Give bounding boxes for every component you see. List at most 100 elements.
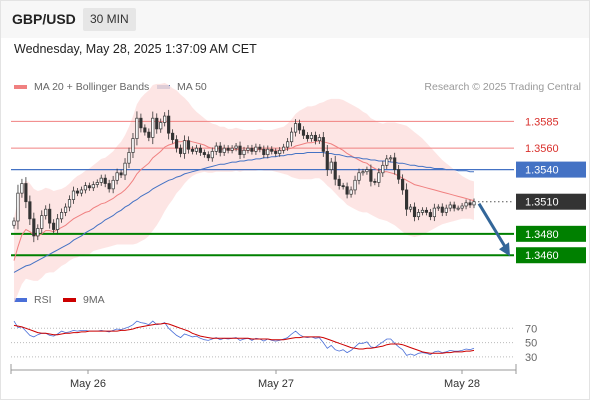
- candle-up: [456, 207, 460, 210]
- time-label-may-28: May 28: [444, 378, 480, 390]
- candle-down: [452, 204, 456, 209]
- candle-down: [274, 151, 278, 154]
- candle-down: [373, 181, 377, 183]
- candle-up: [99, 177, 103, 183]
- candle-down: [190, 148, 195, 152]
- level-box-1.3480: [516, 225, 586, 242]
- candle-up: [230, 147, 234, 151]
- legend-ma20: MA 20 + Bollinger Bands: [14, 81, 149, 93]
- current-price-label: 1.3510: [525, 197, 559, 209]
- candle-up: [464, 202, 468, 207]
- candle-up: [131, 138, 135, 153]
- candle-up: [12, 220, 16, 226]
- rsi-tick-30: 30: [525, 352, 537, 364]
- current-price-box: [516, 193, 586, 210]
- candle-up: [222, 147, 226, 153]
- candle-down: [218, 145, 222, 153]
- projection-arrow-head: [499, 242, 510, 257]
- candle-up: [472, 201, 476, 206]
- legend-rsi-ma-label: 9MA: [83, 294, 105, 306]
- time-axis: May 26 May 27 May 28: [10, 364, 517, 390]
- bollinger-band: [14, 82, 474, 304]
- level-label-1.3585: 1.3585: [525, 116, 559, 128]
- candle-down: [87, 185, 91, 189]
- candle-down: [198, 147, 202, 153]
- candle-down: [143, 127, 147, 133]
- candle-up: [40, 215, 44, 229]
- candle-down: [428, 212, 432, 218]
- candle-down: [305, 134, 310, 139]
- candle-up: [91, 184, 95, 189]
- candle-down: [155, 117, 159, 130]
- candle-up: [83, 185, 87, 191]
- candle-down: [313, 134, 317, 142]
- candle-down: [171, 132, 175, 140]
- candle-up: [16, 192, 20, 222]
- candle-up: [56, 218, 60, 230]
- candle-up: [290, 131, 294, 143]
- candle-up: [282, 146, 286, 151]
- credit: Research © 2025 Trading Central: [424, 81, 581, 93]
- candle-up: [389, 157, 393, 160]
- candle-up: [448, 204, 452, 209]
- candle-up: [194, 147, 198, 152]
- legend-rsi-ma: 9MA: [63, 294, 105, 306]
- timestamp: Wednesday, May 28, 2025 1:37:09 AM CET: [14, 42, 257, 56]
- candle-up: [111, 179, 115, 190]
- level-label-1.3460: 1.3460: [525, 250, 559, 262]
- candle-up: [159, 122, 163, 130]
- timeframe-button[interactable]: 30 MIN: [83, 8, 136, 31]
- candle-up: [44, 208, 48, 216]
- candle-up: [71, 190, 76, 200]
- rsi-ma-line: [13, 322, 475, 354]
- legend-ma20-label: MA 20 + Bollinger Bands: [34, 81, 150, 93]
- level-label-1.3540: 1.3540: [525, 165, 559, 177]
- candle-up: [286, 141, 290, 148]
- symbol-title: GBP/USD: [12, 11, 76, 27]
- candle-down: [238, 145, 242, 155]
- candle-up: [353, 179, 357, 191]
- candle-down: [301, 129, 306, 136]
- candle-up: [182, 140, 187, 154]
- candle-up: [163, 115, 167, 123]
- candle-up: [79, 189, 83, 194]
- candle-up: [234, 145, 238, 149]
- candle-down: [175, 139, 179, 149]
- candle-down: [48, 208, 52, 224]
- candle-up: [293, 123, 298, 133]
- level-box-1.3540: [516, 161, 586, 178]
- candle-down: [337, 178, 341, 186]
- candle-up: [20, 183, 24, 194]
- legend-ma50-label: MA 50: [177, 81, 207, 93]
- candle-up: [349, 189, 353, 195]
- candle-down: [321, 137, 325, 152]
- candle-up: [385, 158, 389, 166]
- candle-up: [127, 152, 131, 164]
- candle-up: [123, 162, 127, 176]
- candle-up: [361, 171, 365, 174]
- candle-up: [416, 212, 421, 218]
- candle-down: [333, 161, 337, 180]
- candle-down: [397, 169, 401, 180]
- candle-up: [309, 134, 313, 139]
- candle-up: [278, 149, 282, 154]
- candle-up: [357, 172, 361, 181]
- candle-up: [436, 206, 440, 209]
- candle-down: [52, 222, 56, 230]
- candle-up: [377, 172, 381, 183]
- candle-down: [341, 185, 345, 188]
- candle-up: [242, 149, 246, 155]
- candle-down: [468, 202, 472, 206]
- rsi-tick-70: 70: [525, 323, 537, 335]
- candle-up: [317, 137, 321, 142]
- candle-down: [24, 183, 28, 203]
- candle-up: [135, 117, 139, 139]
- candle-up: [115, 172, 119, 181]
- candle-up: [444, 207, 448, 213]
- candle-down: [262, 148, 266, 155]
- candle-down: [119, 172, 123, 176]
- candle-up: [95, 182, 99, 185]
- candle-down: [405, 189, 409, 210]
- candle-up: [460, 205, 464, 209]
